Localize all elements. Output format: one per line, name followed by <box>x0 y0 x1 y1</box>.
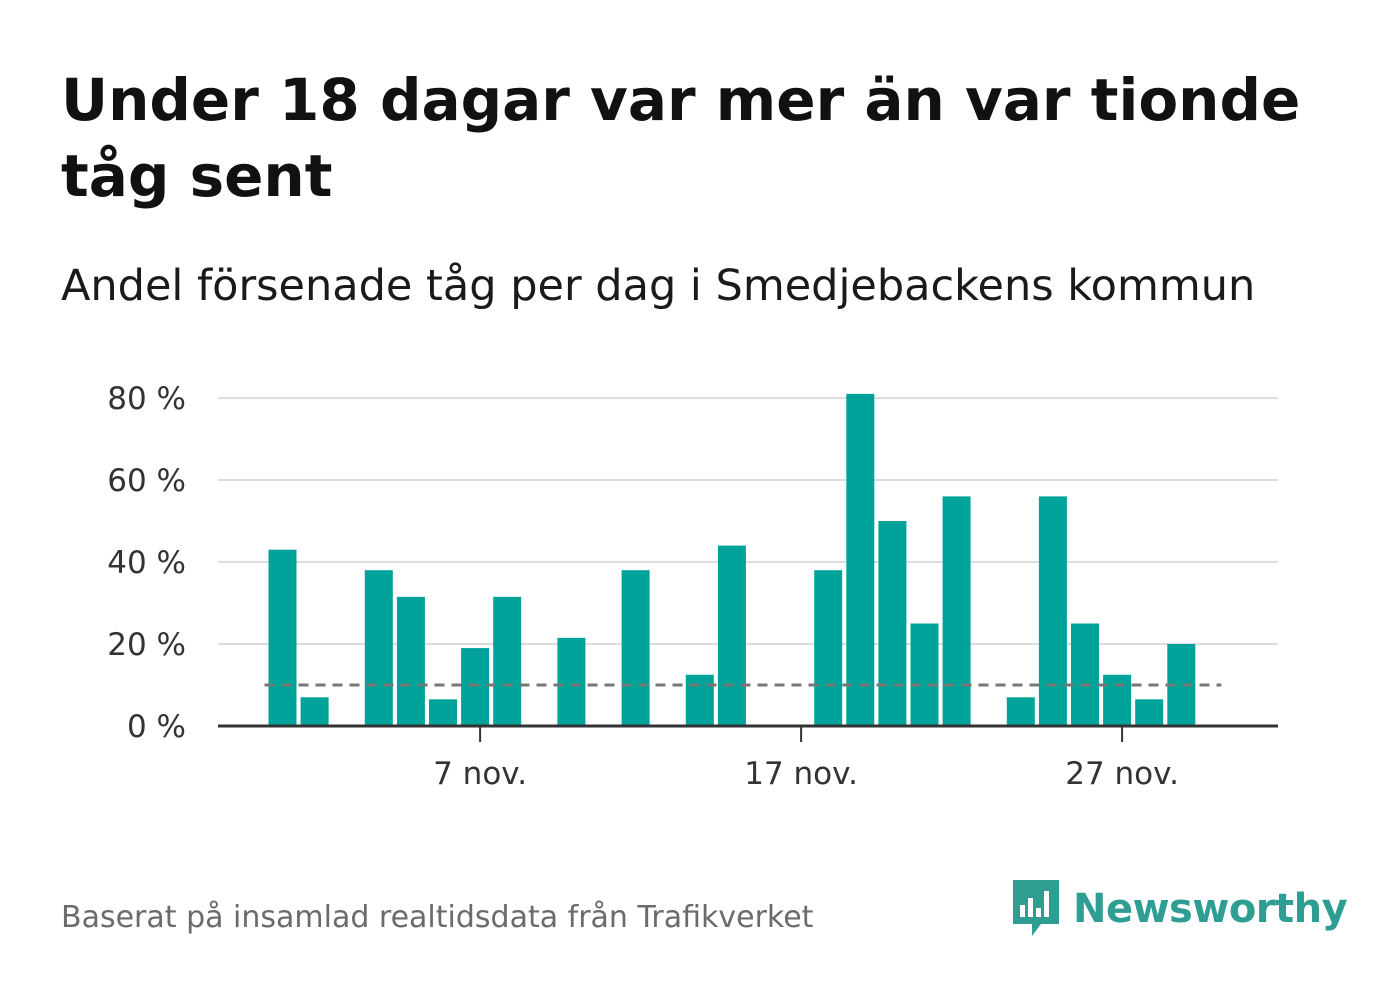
newsworthy-logo-icon <box>1013 880 1059 936</box>
x-tick-label: 27 nov. <box>1065 756 1179 792</box>
bar <box>300 697 329 726</box>
bar <box>942 496 971 726</box>
bars <box>268 393 1196 726</box>
bar <box>1103 674 1132 726</box>
gridlines <box>218 397 1278 645</box>
bar <box>1006 697 1035 726</box>
chart-subtitle: Andel försenade tåg per dag i Smedjeback… <box>61 261 1256 311</box>
y-tick-label: 40 % <box>107 545 186 581</box>
brand-name: Newsworthy <box>1073 886 1348 932</box>
brand-logo[interactable]: Newsworthy <box>1011 878 1348 940</box>
chart-title: Under 18 dagar var mer än var tionde tåg… <box>61 66 1301 210</box>
y-tick-label: 20 % <box>107 627 186 663</box>
x-tick-label: 7 nov. <box>433 756 527 792</box>
bar <box>557 637 586 726</box>
bar <box>1135 699 1164 726</box>
bar <box>493 596 522 726</box>
y-tick-label: 80 % <box>107 381 186 417</box>
bar <box>878 521 907 726</box>
bar <box>621 570 650 726</box>
x-tick-label: 17 nov. <box>744 756 858 792</box>
bar <box>814 570 843 726</box>
bar <box>685 674 714 726</box>
bar <box>268 549 297 726</box>
axes: 0 % 20 % 40 % 60 % 80 % 7 nov. 17 nov. 27 nov. <box>107 381 1278 792</box>
bar <box>717 545 746 726</box>
bar <box>429 699 457 726</box>
bar <box>846 393 875 726</box>
bar <box>910 623 939 726</box>
bar <box>364 570 393 726</box>
bar <box>1071 623 1099 726</box>
y-tick-label: 60 % <box>107 463 186 499</box>
source-note: Baserat på insamlad realtidsdata från Tr… <box>61 900 814 935</box>
bar <box>1038 496 1067 726</box>
bar <box>461 648 490 726</box>
bar <box>396 596 425 726</box>
y-tick-label: 0 % <box>127 709 186 745</box>
